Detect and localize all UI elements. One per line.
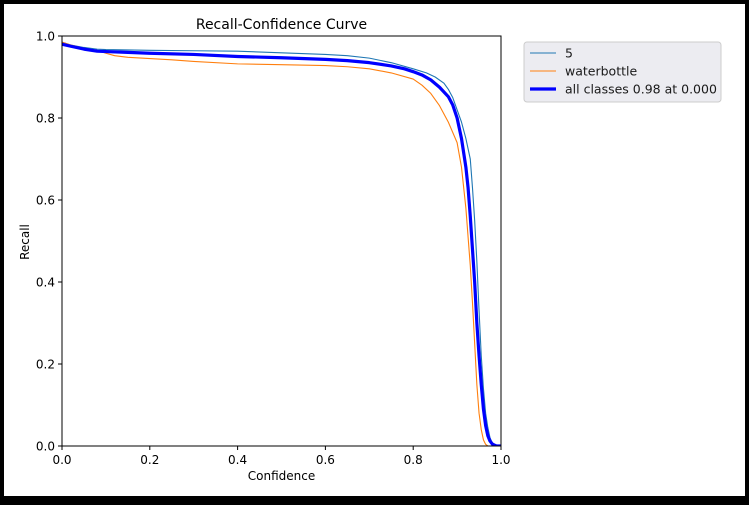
chart-figure: Recall-Confidence Curve 0.0 0.2 0.4 0.6 0.8 1… — [4, 4, 745, 496]
y-tick-label: 0.6 — [36, 194, 55, 208]
y-tick-label: 0.4 — [36, 276, 55, 290]
y-tick-label: 1.0 — [36, 30, 55, 44]
series-line-1 — [62, 41, 501, 446]
series-line-0 — [62, 41, 501, 446]
x-tick-label: 0.8 — [404, 453, 423, 467]
plot-area — [61, 35, 502, 447]
x-axis-label: Confidence — [248, 469, 315, 483]
y-tick-label: 0.8 — [36, 112, 55, 126]
legend-label: all classes 0.98 at 0.000 — [565, 82, 717, 97]
plot-frame — [61, 35, 502, 447]
x-axis-ticks: 0.0 0.2 0.4 0.6 0.8 1.0 — [52, 446, 511, 467]
legend-box — [523, 41, 722, 103]
y-axis-label: Recall — [18, 224, 32, 260]
legend-label: 5 — [565, 46, 573, 61]
x-tick-label: 0.6 — [316, 453, 335, 467]
x-tick-label: 0.2 — [140, 453, 159, 467]
x-tick-label: 1.0 — [491, 453, 510, 467]
legend-label: waterbottle — [565, 64, 637, 79]
y-axis-ticks: 0.0 0.2 0.4 0.6 0.8 1.0 — [36, 30, 62, 454]
recall-confidence-chart: Recall-Confidence Curve 0.0 0.2 0.4 0.6 0.8 1… — [18, 17, 722, 483]
x-tick-label: 0.0 — [52, 453, 71, 467]
series-line-2 — [62, 42, 501, 446]
x-tick-label: 0.4 — [228, 453, 247, 467]
chart-legend: 5 waterbottle all classes 0.98 at 0.000 — [523, 41, 722, 103]
y-tick-label: 0.0 — [36, 440, 55, 454]
y-tick-label: 0.2 — [36, 358, 55, 372]
chart-title: Recall-Confidence Curve — [196, 17, 367, 33]
